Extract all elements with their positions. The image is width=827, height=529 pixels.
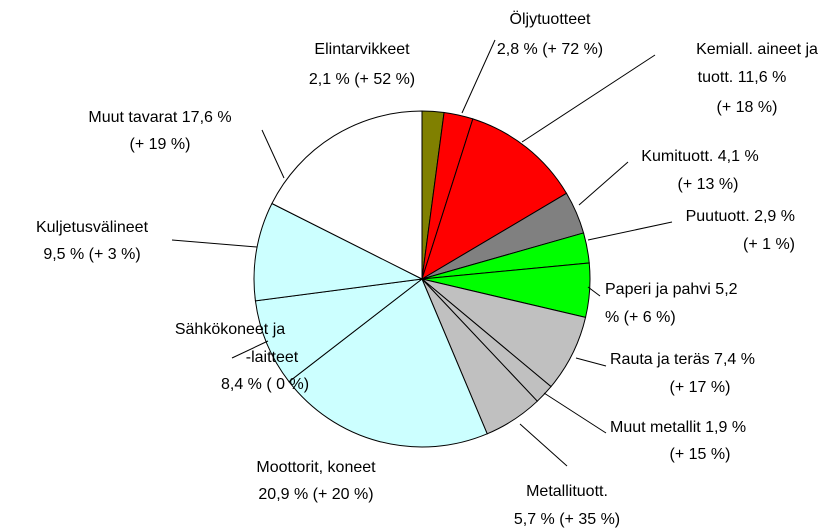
slice-label: (+ 13 %) [678,176,739,193]
leader-line [578,161,629,206]
pie-slice [421,118,568,281]
slice-label: Elintarvikkeet [314,41,410,58]
slice-label: Paperi ja pahvi 5,2 [605,281,738,298]
leader-line [461,39,496,114]
slice-label: 8,4 % ( 0 %) [221,376,309,393]
slice-label: 5,7 % (+ 35 %) [514,511,620,528]
slice-label: -laitteet [246,349,299,366]
pie-slice [253,202,424,302]
leader-line [521,54,656,143]
slice-label: Metallituott. [526,483,608,500]
pie-slice [271,110,423,280]
slice-label: Moottorit, koneet [256,459,376,476]
slice-label: 20,9 % (+ 20 %) [258,486,373,503]
slice-label: Kumituott. 4,1 % [641,148,758,165]
leader-line [231,340,269,359]
slice-label: (+ 15 %) [670,446,731,463]
slice-label: (+ 1 %) [743,236,795,253]
slice-label: Rauta ja teräs 7,4 % [610,351,755,368]
slice-label: 2,1 % (+ 52 %) [309,71,415,88]
leader-line [519,423,568,467]
slice-label: Puutuott. 2,9 % [686,208,795,225]
slice-label: % (+ 6 %) [605,309,676,326]
pie-slice [254,278,424,383]
slice-label: 9,5 % (+ 3 %) [43,246,140,263]
slice-label: tuott. 11,6 % [698,69,787,86]
slice-label: Muut metallit 1,9 % [610,419,746,436]
slice-label: Sähkökoneet ja [175,321,285,338]
leader-line [587,286,601,297]
leader-line [543,392,607,434]
pie-slice [288,278,488,448]
slice-label: Öljytuotteet [510,10,591,28]
slice-label: 2,8 % (+ 72 %) [497,41,603,58]
leader-line [587,221,673,241]
slice-label: (+ 19 %) [130,136,191,153]
slice-label: Kemiall. aineet ja [696,41,818,58]
leader-line [575,357,607,367]
leader-line [261,129,285,179]
leader-line [171,239,258,248]
slice-label: (+ 18 %) [717,99,778,116]
slice-label: Muut tavarat 17,6 % [88,109,231,126]
slice-label: (+ 17 %) [670,379,731,396]
slice-label: Kuljetusvälineet [36,219,149,236]
